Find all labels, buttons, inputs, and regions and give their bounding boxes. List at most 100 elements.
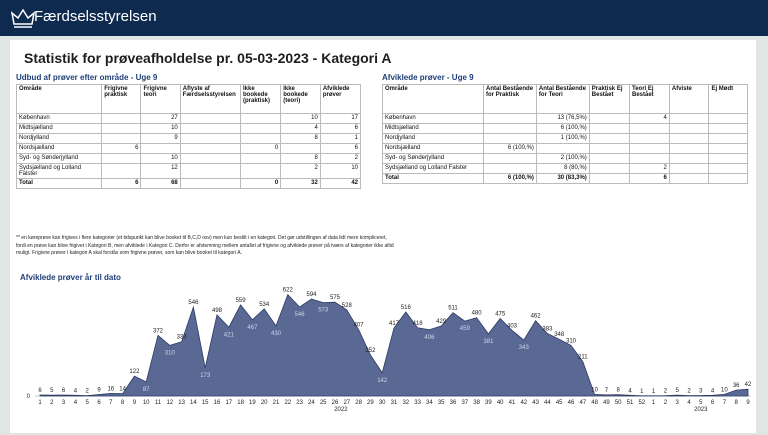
table-cell: Total xyxy=(381,173,485,184)
x-tick-label: 6 xyxy=(97,400,101,406)
value-label: 87 xyxy=(143,387,150,393)
value-label: 348 xyxy=(554,332,565,338)
x-tick-label: 46 xyxy=(568,400,575,406)
value-label: 622 xyxy=(283,288,294,294)
table: Område Frigivne praktisk Frigivne teori Afl… xyxy=(15,84,362,189)
value-label: 7 xyxy=(605,388,609,394)
x-tick-label: 41 xyxy=(509,400,516,406)
x-tick-label: 10 xyxy=(143,400,150,406)
header-row: Område Frigivne praktisk Frigivne teori Afl… xyxy=(15,84,362,114)
x-tick-label: 39 xyxy=(485,400,492,406)
x-tick-label: 4 xyxy=(687,400,691,406)
table-row: Nordsjælland 6 0 6 xyxy=(15,143,362,154)
x-tick-label: 19 xyxy=(249,400,256,406)
value-label: 528 xyxy=(342,303,353,309)
table-cell: 68 xyxy=(140,178,181,189)
panel: Statistik for prøveafholdelse pr. 05-03-… xyxy=(10,40,756,433)
value-label: 418 xyxy=(413,321,424,327)
x-tick-label: 2 xyxy=(50,400,54,406)
chart: Afviklede prøver år til dato 06152634425… xyxy=(20,273,752,413)
x-tick-label: 50 xyxy=(615,400,622,406)
x-tick-label: 9 xyxy=(746,400,750,406)
x-tick-label: 47 xyxy=(579,400,586,406)
x-tick-label: 20 xyxy=(261,400,268,406)
logo-text: Færdselsstyrelsen xyxy=(34,8,157,25)
value-label: 534 xyxy=(259,302,270,308)
x-tick-label: 35 xyxy=(438,400,445,406)
column-header: Frigivne teori xyxy=(140,84,181,114)
column-header: Aflyste af Færdselsstyrelsen xyxy=(179,84,242,114)
x-tick-label: 16 xyxy=(214,400,221,406)
x-tick-label: 29 xyxy=(367,400,374,406)
x-tick-label: 27 xyxy=(343,400,350,406)
table-cell: 6 xyxy=(629,173,670,184)
value-label: 36 xyxy=(733,383,740,389)
x-tick-label: 14 xyxy=(190,400,197,406)
year-label: 2022 xyxy=(334,407,348,413)
value-label: 417 xyxy=(389,321,400,327)
value-label: 403 xyxy=(507,323,518,329)
column-header: Frigivne praktisk xyxy=(101,84,142,114)
value-label: 6 xyxy=(38,388,42,394)
x-tick-label: 26 xyxy=(332,400,339,406)
x-tick-label: 22 xyxy=(284,400,291,406)
table-cell: 42 xyxy=(319,178,362,189)
table-title: Udbud af prøver efter område - Uge 9 xyxy=(16,73,158,82)
value-label: 3 xyxy=(699,389,703,395)
value-label: 429 xyxy=(436,319,447,325)
value-label: 573 xyxy=(318,308,329,314)
value-label: 498 xyxy=(212,308,223,314)
x-tick-label: 25 xyxy=(320,400,327,406)
column-header: Ikke bookede (teori) xyxy=(280,84,321,114)
value-label: 575 xyxy=(330,295,341,301)
value-label: 4 xyxy=(711,388,715,394)
value-label: 5 xyxy=(676,388,680,394)
value-label: 372 xyxy=(153,328,164,334)
x-tick-label: 12 xyxy=(166,400,173,406)
x-tick-label: 43 xyxy=(532,400,539,406)
column-header: Afviklede prøver xyxy=(319,84,362,114)
value-label: 173 xyxy=(200,373,211,379)
value-label: 333 xyxy=(177,335,188,341)
year-label: 2023 xyxy=(694,407,708,413)
table-cell xyxy=(668,173,710,184)
x-tick-label: 4 xyxy=(74,400,78,406)
value-label: 252 xyxy=(365,348,376,354)
table: Område Antal Bestående for Praktisk Antal … xyxy=(381,84,748,184)
value-label: 122 xyxy=(129,369,140,375)
value-label: 343 xyxy=(519,345,530,351)
value-label: 594 xyxy=(306,292,317,298)
value-label: 310 xyxy=(165,350,176,356)
value-label: 459 xyxy=(460,326,471,332)
value-label: 10 xyxy=(591,387,598,393)
value-label: 430 xyxy=(271,331,282,337)
table-cell xyxy=(588,173,631,184)
value-label: 2 xyxy=(664,389,668,395)
x-tick-label: 38 xyxy=(473,400,480,406)
header: Færdselsstyrelsen xyxy=(0,0,768,36)
x-tick-label: 21 xyxy=(273,400,280,406)
x-tick-label: 18 xyxy=(237,400,244,406)
x-tick-label: 1 xyxy=(652,400,656,406)
x-tick-label: 15 xyxy=(202,400,209,406)
x-tick-label: 44 xyxy=(544,400,551,406)
x-tick-label: 3 xyxy=(62,400,66,406)
value-label: 1 xyxy=(652,389,656,395)
value-label: 480 xyxy=(472,311,483,317)
value-label: 475 xyxy=(495,312,506,318)
chart-title: Afviklede prøver år til dato xyxy=(20,273,121,282)
x-tick-label: 23 xyxy=(296,400,303,406)
area xyxy=(39,293,749,397)
page-title: Statistik for prøveafholdelse pr. 05-03-… xyxy=(24,50,392,66)
x-tick-label: 9 xyxy=(133,400,137,406)
x-tick-label: 33 xyxy=(414,400,421,406)
value-label: 516 xyxy=(401,305,412,311)
y-tick-label: 0 xyxy=(27,394,31,400)
x-tick-label: 5 xyxy=(86,400,90,406)
value-label: 14 xyxy=(119,387,126,393)
x-tick-label: 7 xyxy=(723,400,727,406)
value-label: 4 xyxy=(628,388,632,394)
value-label: 406 xyxy=(424,335,435,341)
value-label: 407 xyxy=(354,323,365,329)
